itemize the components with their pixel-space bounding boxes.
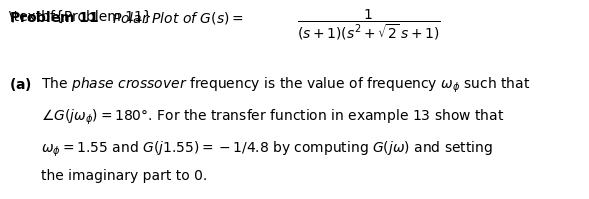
Text: \textbf{Problem 11}: \textbf{Problem 11} (9, 10, 151, 24)
Text: $\mathbf{Problem\ 11}$: $\mathbf{Problem\ 11}$ (9, 10, 99, 25)
Text: $\dfrac{1}{(s+1)(s^2+\sqrt{2}\,s+1)}$: $\dfrac{1}{(s+1)(s^2+\sqrt{2}\,s+1)}$ (297, 8, 441, 42)
Text: the imaginary part to 0.: the imaginary part to 0. (41, 169, 207, 183)
Text: The $\mathit{phase\ crossover}$ frequency is the value of frequency $\omega_\phi: The $\mathit{phase\ crossover}$ frequenc… (41, 76, 530, 95)
Text: $\omega_\phi = 1.55$ and $G(j1.55) = -1/4.8$ by computing $G(j\omega)$ and setti: $\omega_\phi = 1.55$ and $G(j1.55) = -1/… (41, 139, 494, 159)
Text: $\angle G(j\omega_\phi) = 180°$. For the transfer function in example 13 show th: $\angle G(j\omega_\phi) = 180°$. For the… (41, 107, 505, 127)
Text: $\mathit{Polar\ Plot\ of}\ G(s) =$: $\mathit{Polar\ Plot\ of}\ G(s) =$ (112, 10, 243, 26)
Text: $\mathbf{(a)}$: $\mathbf{(a)}$ (9, 76, 32, 93)
